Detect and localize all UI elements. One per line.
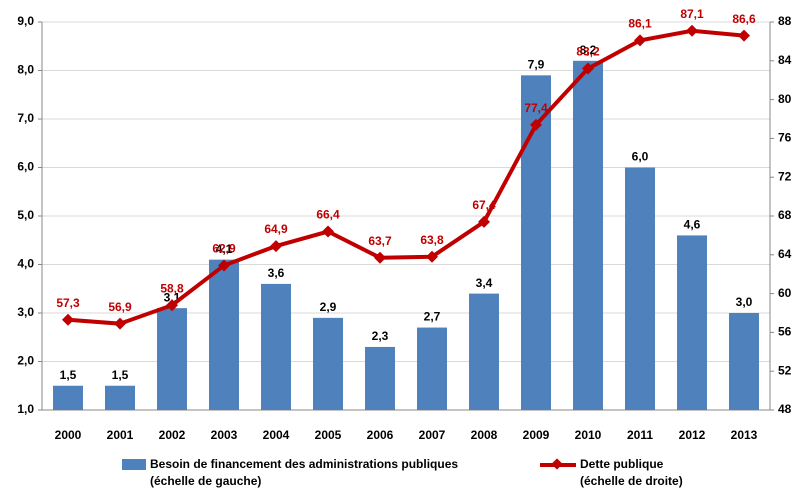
bar [521, 75, 551, 410]
y2-tick-label: 72 [778, 169, 792, 183]
bar-value-label: 1,5 [112, 368, 129, 382]
bar [365, 346, 395, 410]
x-tick-label: 2001 [107, 428, 134, 442]
line-value-label: 87,1 [680, 7, 704, 21]
x-tick-label: 2009 [523, 428, 550, 442]
y2-tick-label: 48 [778, 402, 792, 416]
y-tick-label: 4,0 [17, 257, 34, 271]
line-marker [218, 259, 230, 272]
legend-label: Besoin de financement des administration… [150, 457, 459, 488]
bar [313, 317, 343, 410]
line-value-label: 86,1 [628, 17, 652, 31]
line-value-label: 62,9 [212, 242, 236, 256]
y-tick-label: 2,0 [17, 354, 34, 368]
x-tick-label: 2006 [367, 428, 394, 442]
line-marker [166, 299, 178, 312]
bar-value-label: 2,3 [372, 329, 389, 343]
legend-swatch [540, 458, 576, 470]
y2-tick-label: 52 [778, 363, 792, 377]
y2-tick-label: 84 [778, 53, 792, 67]
line-value-label: 86,6 [732, 12, 756, 26]
y2-tick-label: 56 [778, 325, 792, 339]
line-value-label: 63,8 [420, 233, 444, 247]
line-marker [114, 317, 126, 330]
bar-value-label: 7,9 [528, 58, 545, 72]
y2-tick-label: 76 [778, 131, 792, 145]
x-tick-label: 2013 [731, 428, 758, 442]
bar [261, 283, 291, 410]
y2-tick-label: 88 [778, 14, 792, 28]
bar-value-label: 8,2 [580, 43, 597, 57]
y-tick-label: 5,0 [17, 208, 34, 222]
line-value-label: 63,7 [368, 234, 392, 248]
bar [677, 235, 707, 410]
x-tick-label: 2005 [315, 428, 342, 442]
y2-tick-label: 64 [778, 247, 792, 261]
y-tick-label: 3,0 [17, 305, 34, 319]
bar-value-label: 3,6 [268, 266, 285, 280]
bar [625, 167, 655, 410]
bar [157, 308, 187, 410]
line-value-label: 83,2 [576, 45, 600, 59]
chart: 1,0 2,0 3,0 4,0 5,0 6,0 7,0 8,0 9,0 48 52 56 60 64 68 7… [17, 7, 792, 442]
x-tick-label: 2010 [575, 428, 602, 442]
bar [105, 385, 135, 410]
line-marker [478, 215, 490, 228]
line-value-label: 66,4 [316, 208, 340, 222]
line [67, 28, 745, 326]
line-value-label: 67,4 [472, 198, 496, 212]
bar [469, 293, 499, 410]
line-marker [270, 240, 282, 253]
line-marker [322, 225, 334, 238]
bar-value-label: 3,4 [476, 276, 493, 290]
line-marker [582, 62, 594, 75]
bar [53, 385, 83, 410]
legend-marker [551, 458, 563, 470]
bar-value-label: 6,0 [632, 150, 649, 164]
bar [417, 327, 447, 410]
line-value-label: 77,4 [524, 101, 548, 115]
bar-value-label: 3,0 [736, 295, 753, 309]
legend-label: Dette publique (échelle de droite) [580, 457, 683, 488]
y-tick-label: 7,0 [17, 111, 34, 125]
line-marker [62, 313, 74, 326]
bar [573, 60, 603, 411]
x-tick-label: 2003 [211, 428, 238, 442]
line-value-label: 58,8 [160, 281, 184, 295]
y-tick-label: 9,0 [17, 14, 34, 28]
line-marker [686, 24, 698, 37]
y2-tick-label: 68 [778, 208, 792, 222]
line-marker [738, 29, 750, 42]
x-tick-label: 2008 [471, 428, 498, 442]
y-tick-label: 1,0 [17, 402, 34, 416]
y2-tick-label: 80 [778, 92, 792, 106]
line-marker [374, 251, 386, 264]
x-tick-label: 2007 [419, 428, 446, 442]
legend-swatch [122, 459, 146, 470]
line-value-label: 57,3 [56, 296, 80, 310]
bar-value-label: 4,1 [216, 242, 233, 256]
line-marker [530, 118, 542, 131]
x-tick-label: 2000 [55, 428, 82, 442]
line-value-label: 64,9 [264, 222, 288, 236]
bar-value-label: 2,9 [320, 300, 337, 314]
line-marker [426, 250, 438, 263]
y2-tick-label: 60 [778, 286, 792, 300]
x-tick-label: 2004 [263, 428, 290, 442]
x-tick-label: 2002 [159, 428, 186, 442]
bar-value-label: 4,6 [684, 218, 701, 232]
x-tick-label: 2012 [679, 428, 706, 442]
line-value-label: 56,9 [108, 300, 132, 314]
x-tick-label: 2011 [627, 428, 653, 442]
bar [729, 313, 759, 410]
bar-value-label: 1,5 [60, 368, 77, 382]
y-tick-label: 8,0 [17, 63, 34, 77]
bar [209, 259, 239, 410]
bar-value-label: 2,7 [424, 310, 441, 324]
line-marker [634, 34, 646, 47]
y-tick-label: 6,0 [17, 160, 34, 174]
